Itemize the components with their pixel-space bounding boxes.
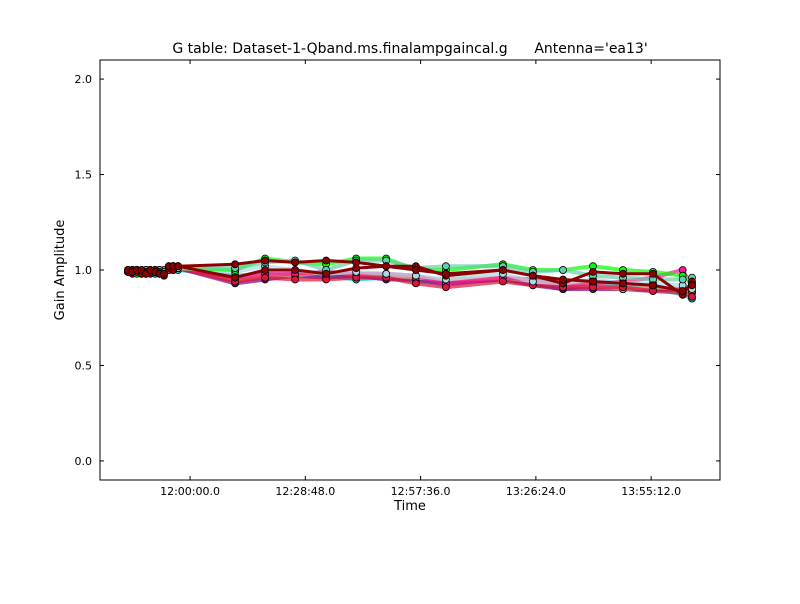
- data-point: [382, 269, 391, 278]
- data-point: [688, 281, 696, 290]
- x-axis-label: Time: [393, 499, 426, 514]
- y-tick-label: 0.0: [75, 455, 93, 468]
- y-tick-label: 0.5: [75, 359, 93, 372]
- data-point: [441, 269, 450, 278]
- chart-title: G table: Dataset-1-Qband.ms.finalampgain…: [172, 41, 647, 57]
- data-point: [559, 266, 567, 274]
- series-layer: [124, 254, 696, 303]
- data-point: [441, 283, 450, 292]
- data-point: [589, 267, 597, 276]
- y-axis-label: Gain Amplitude: [53, 220, 68, 321]
- y-tick-label: 1.0: [75, 264, 93, 277]
- x-tick-label: 12:00:00.0: [160, 485, 220, 498]
- x-tick-label: 12:28:48.0: [275, 485, 335, 498]
- data-point: [589, 277, 597, 286]
- x-tick-label: 13:55:12.0: [621, 485, 681, 498]
- data-point: [291, 275, 300, 284]
- data-point: [411, 279, 420, 288]
- data-point: [231, 273, 240, 282]
- ticks-layer: 12:00:00.0 12:28:48.0 12:57:36.0 13:26:24.0…: [75, 60, 720, 498]
- data-point: [322, 269, 331, 278]
- data-point: [261, 266, 270, 274]
- data-point: [174, 262, 183, 271]
- data-point: [352, 258, 361, 267]
- data-point: [559, 275, 567, 284]
- data-point: [529, 271, 537, 280]
- data-point: [261, 256, 270, 265]
- data-point: [382, 262, 391, 271]
- data-point: [411, 266, 420, 274]
- data-point: [498, 266, 507, 274]
- data-point: [649, 281, 657, 290]
- data-point: [291, 258, 300, 267]
- series-s11: [124, 256, 696, 295]
- data-point: [231, 260, 240, 269]
- data-point: [498, 277, 507, 286]
- x-tick-label: 13:26:24.0: [506, 485, 566, 498]
- data-point: [160, 269, 168, 278]
- data-point: [291, 266, 300, 274]
- data-point: [688, 292, 696, 301]
- data-point: [322, 256, 331, 265]
- data-point: [678, 287, 687, 295]
- data-point: [619, 279, 627, 288]
- x-tick-label: 12:57:36.0: [391, 485, 451, 498]
- data-point: [619, 269, 627, 278]
- data-point: [649, 269, 657, 278]
- data-point: [441, 262, 450, 271]
- data-point: [678, 275, 687, 284]
- y-tick-label: 2.0: [75, 73, 93, 86]
- y-tick-label: 1.5: [75, 169, 93, 182]
- data-point: [261, 273, 270, 282]
